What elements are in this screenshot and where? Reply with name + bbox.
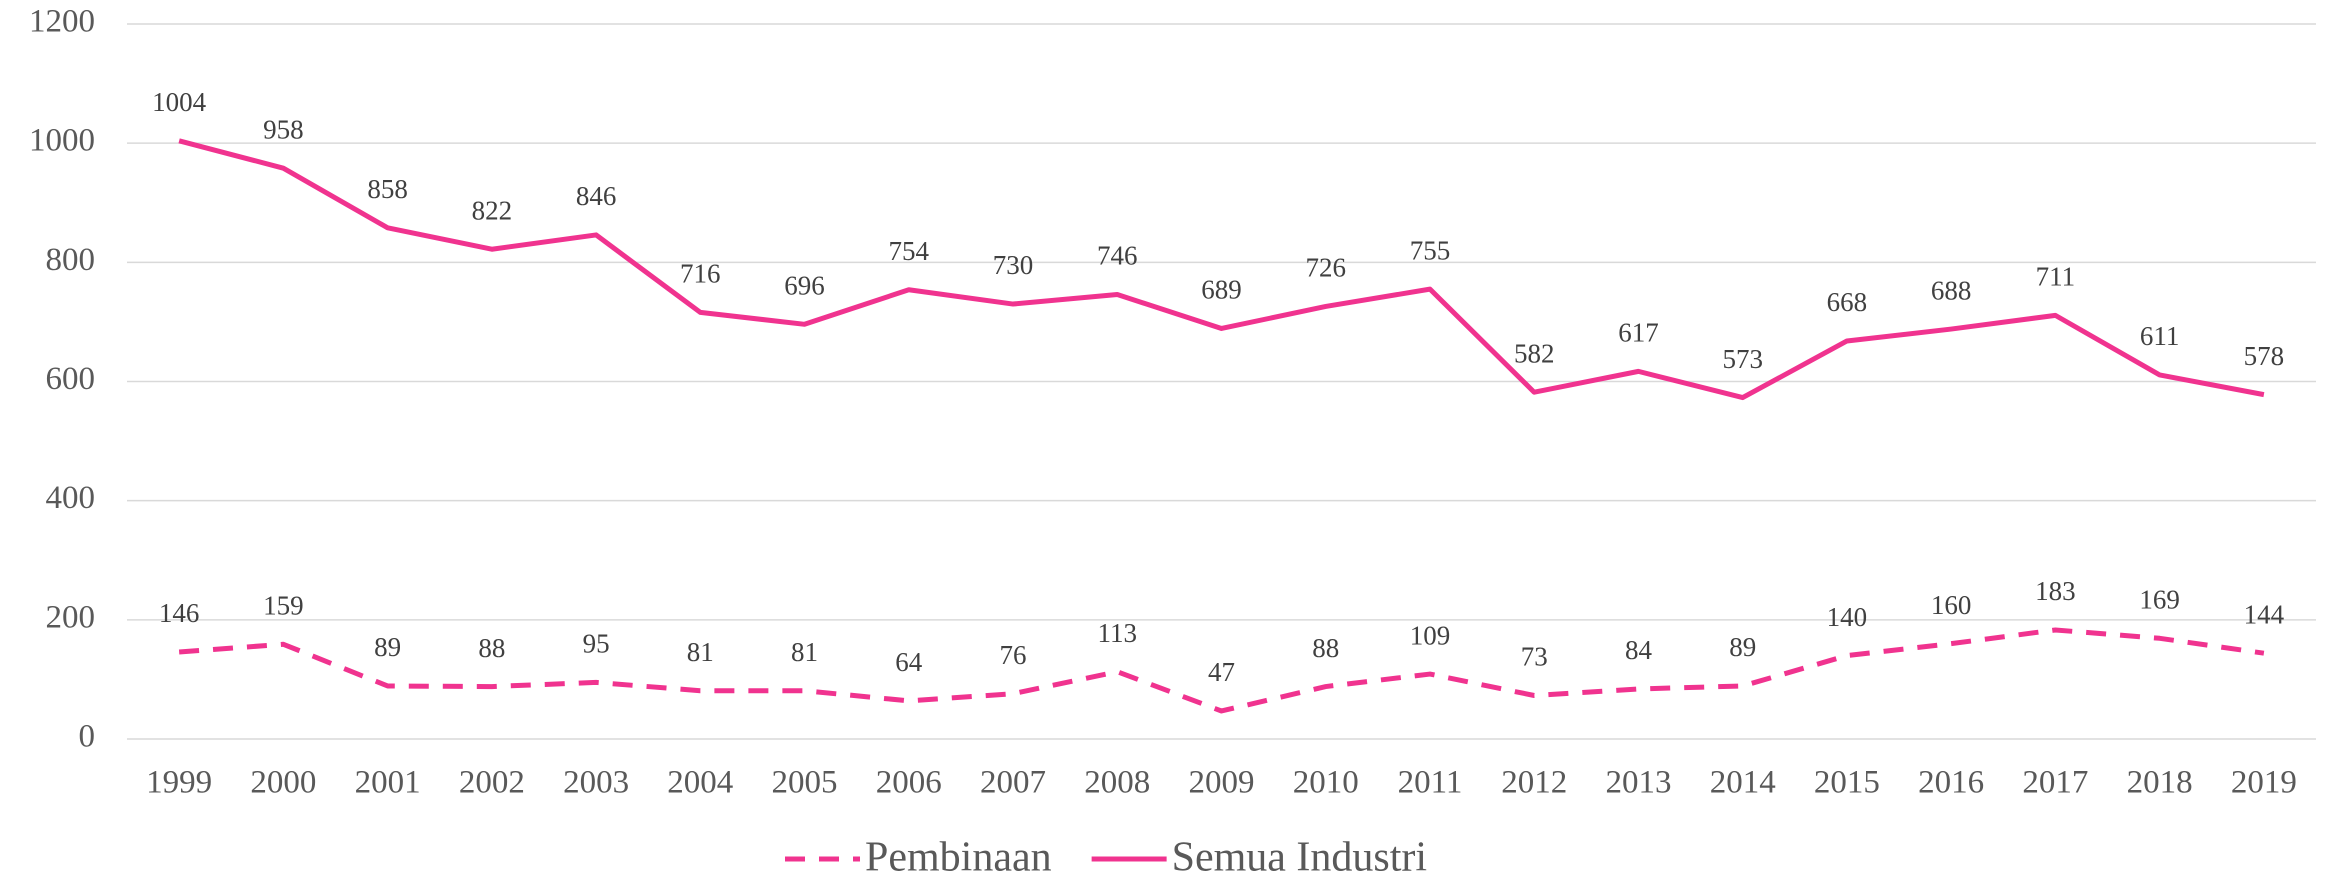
- data-label: 754: [889, 236, 930, 266]
- data-label: 64: [895, 647, 923, 677]
- legend-label: Semua Industri: [1172, 835, 1427, 879]
- x-tick-label: 2011: [1398, 765, 1463, 801]
- data-label: 689: [1201, 275, 1242, 305]
- data-label: 160: [1931, 590, 1972, 620]
- data-label: 668: [1827, 287, 1868, 317]
- data-label: 696: [784, 271, 825, 301]
- data-label: 109: [1410, 620, 1451, 650]
- data-label: 730: [993, 250, 1034, 280]
- x-tick-label: 2002: [459, 765, 525, 801]
- x-tick-label: 2004: [667, 765, 733, 801]
- data-label: 113: [1098, 618, 1138, 648]
- data-label: 716: [680, 259, 721, 289]
- x-tick-label: 2005: [772, 765, 838, 801]
- x-tick-label: 2012: [1501, 765, 1567, 801]
- series-line: [178, 138, 2265, 401]
- data-label: 159: [263, 590, 304, 620]
- data-label: 573: [1722, 344, 1763, 374]
- data-label: 617: [1618, 318, 1659, 348]
- data-label: 81: [687, 637, 714, 667]
- x-tick-label: 2003: [563, 765, 629, 801]
- x-tick-label: 1999: [146, 765, 212, 801]
- data-label: 47: [1208, 657, 1235, 687]
- data-label: 73: [1521, 642, 1548, 672]
- x-tick-label: 2016: [1918, 765, 1984, 801]
- x-tick-label: 2008: [1084, 765, 1150, 801]
- data-label: 688: [1931, 275, 1972, 305]
- data-label: 726: [1305, 253, 1346, 283]
- data-label: 146: [159, 598, 200, 628]
- data-label: 958: [263, 114, 304, 144]
- x-tick-label: 2006: [876, 765, 942, 801]
- x-tick-label: 2009: [1189, 765, 1255, 801]
- data-label: 88: [1312, 633, 1339, 663]
- data-label: 578: [2244, 341, 2285, 371]
- y-tick-label: 1200: [29, 4, 95, 40]
- data-label: 822: [472, 195, 513, 225]
- y-tick-label: 400: [46, 480, 96, 516]
- data-label: 88: [478, 633, 505, 663]
- data-label: 89: [1729, 632, 1756, 662]
- data-label: 183: [2035, 576, 2076, 606]
- x-tick-label: 2013: [1605, 765, 1671, 801]
- x-tick-label: 2014: [1710, 765, 1776, 801]
- x-tick-label: 2015: [1814, 765, 1880, 801]
- x-tick-label: 2017: [2022, 765, 2088, 801]
- series-line: [178, 627, 2265, 714]
- y-tick-label: 600: [46, 361, 96, 397]
- data-label: 95: [583, 629, 610, 659]
- data-label: 81: [791, 637, 818, 667]
- x-tick-label: 2019: [2231, 765, 2297, 801]
- y-tick-label: 0: [79, 719, 96, 755]
- x-tick-label: 2000: [250, 765, 316, 801]
- x-tick-label: 2007: [980, 765, 1046, 801]
- x-tick-label: 2018: [2127, 765, 2193, 801]
- y-tick-label: 800: [46, 242, 96, 278]
- data-label: 1004: [152, 87, 207, 117]
- y-tick-label: 200: [46, 599, 96, 635]
- data-label: 140: [1827, 602, 1868, 632]
- data-label: 582: [1514, 338, 1555, 368]
- data-label: 169: [2139, 585, 2180, 615]
- data-label: 89: [374, 632, 401, 662]
- x-tick-label: 2001: [355, 765, 421, 801]
- data-label: 144: [2244, 599, 2285, 629]
- x-tick-label: 2010: [1293, 765, 1359, 801]
- data-label: 84: [1625, 635, 1653, 665]
- data-label: 76: [1000, 640, 1027, 670]
- data-label: 858: [367, 174, 408, 204]
- data-label: 746: [1097, 241, 1138, 271]
- data-label: 846: [576, 181, 617, 211]
- legend-label: Pembinaan: [865, 835, 1052, 879]
- y-tick-label: 1000: [29, 123, 95, 159]
- data-label: 711: [2036, 262, 2076, 292]
- data-label: 755: [1410, 235, 1451, 265]
- data-label: 611: [2140, 321, 2180, 351]
